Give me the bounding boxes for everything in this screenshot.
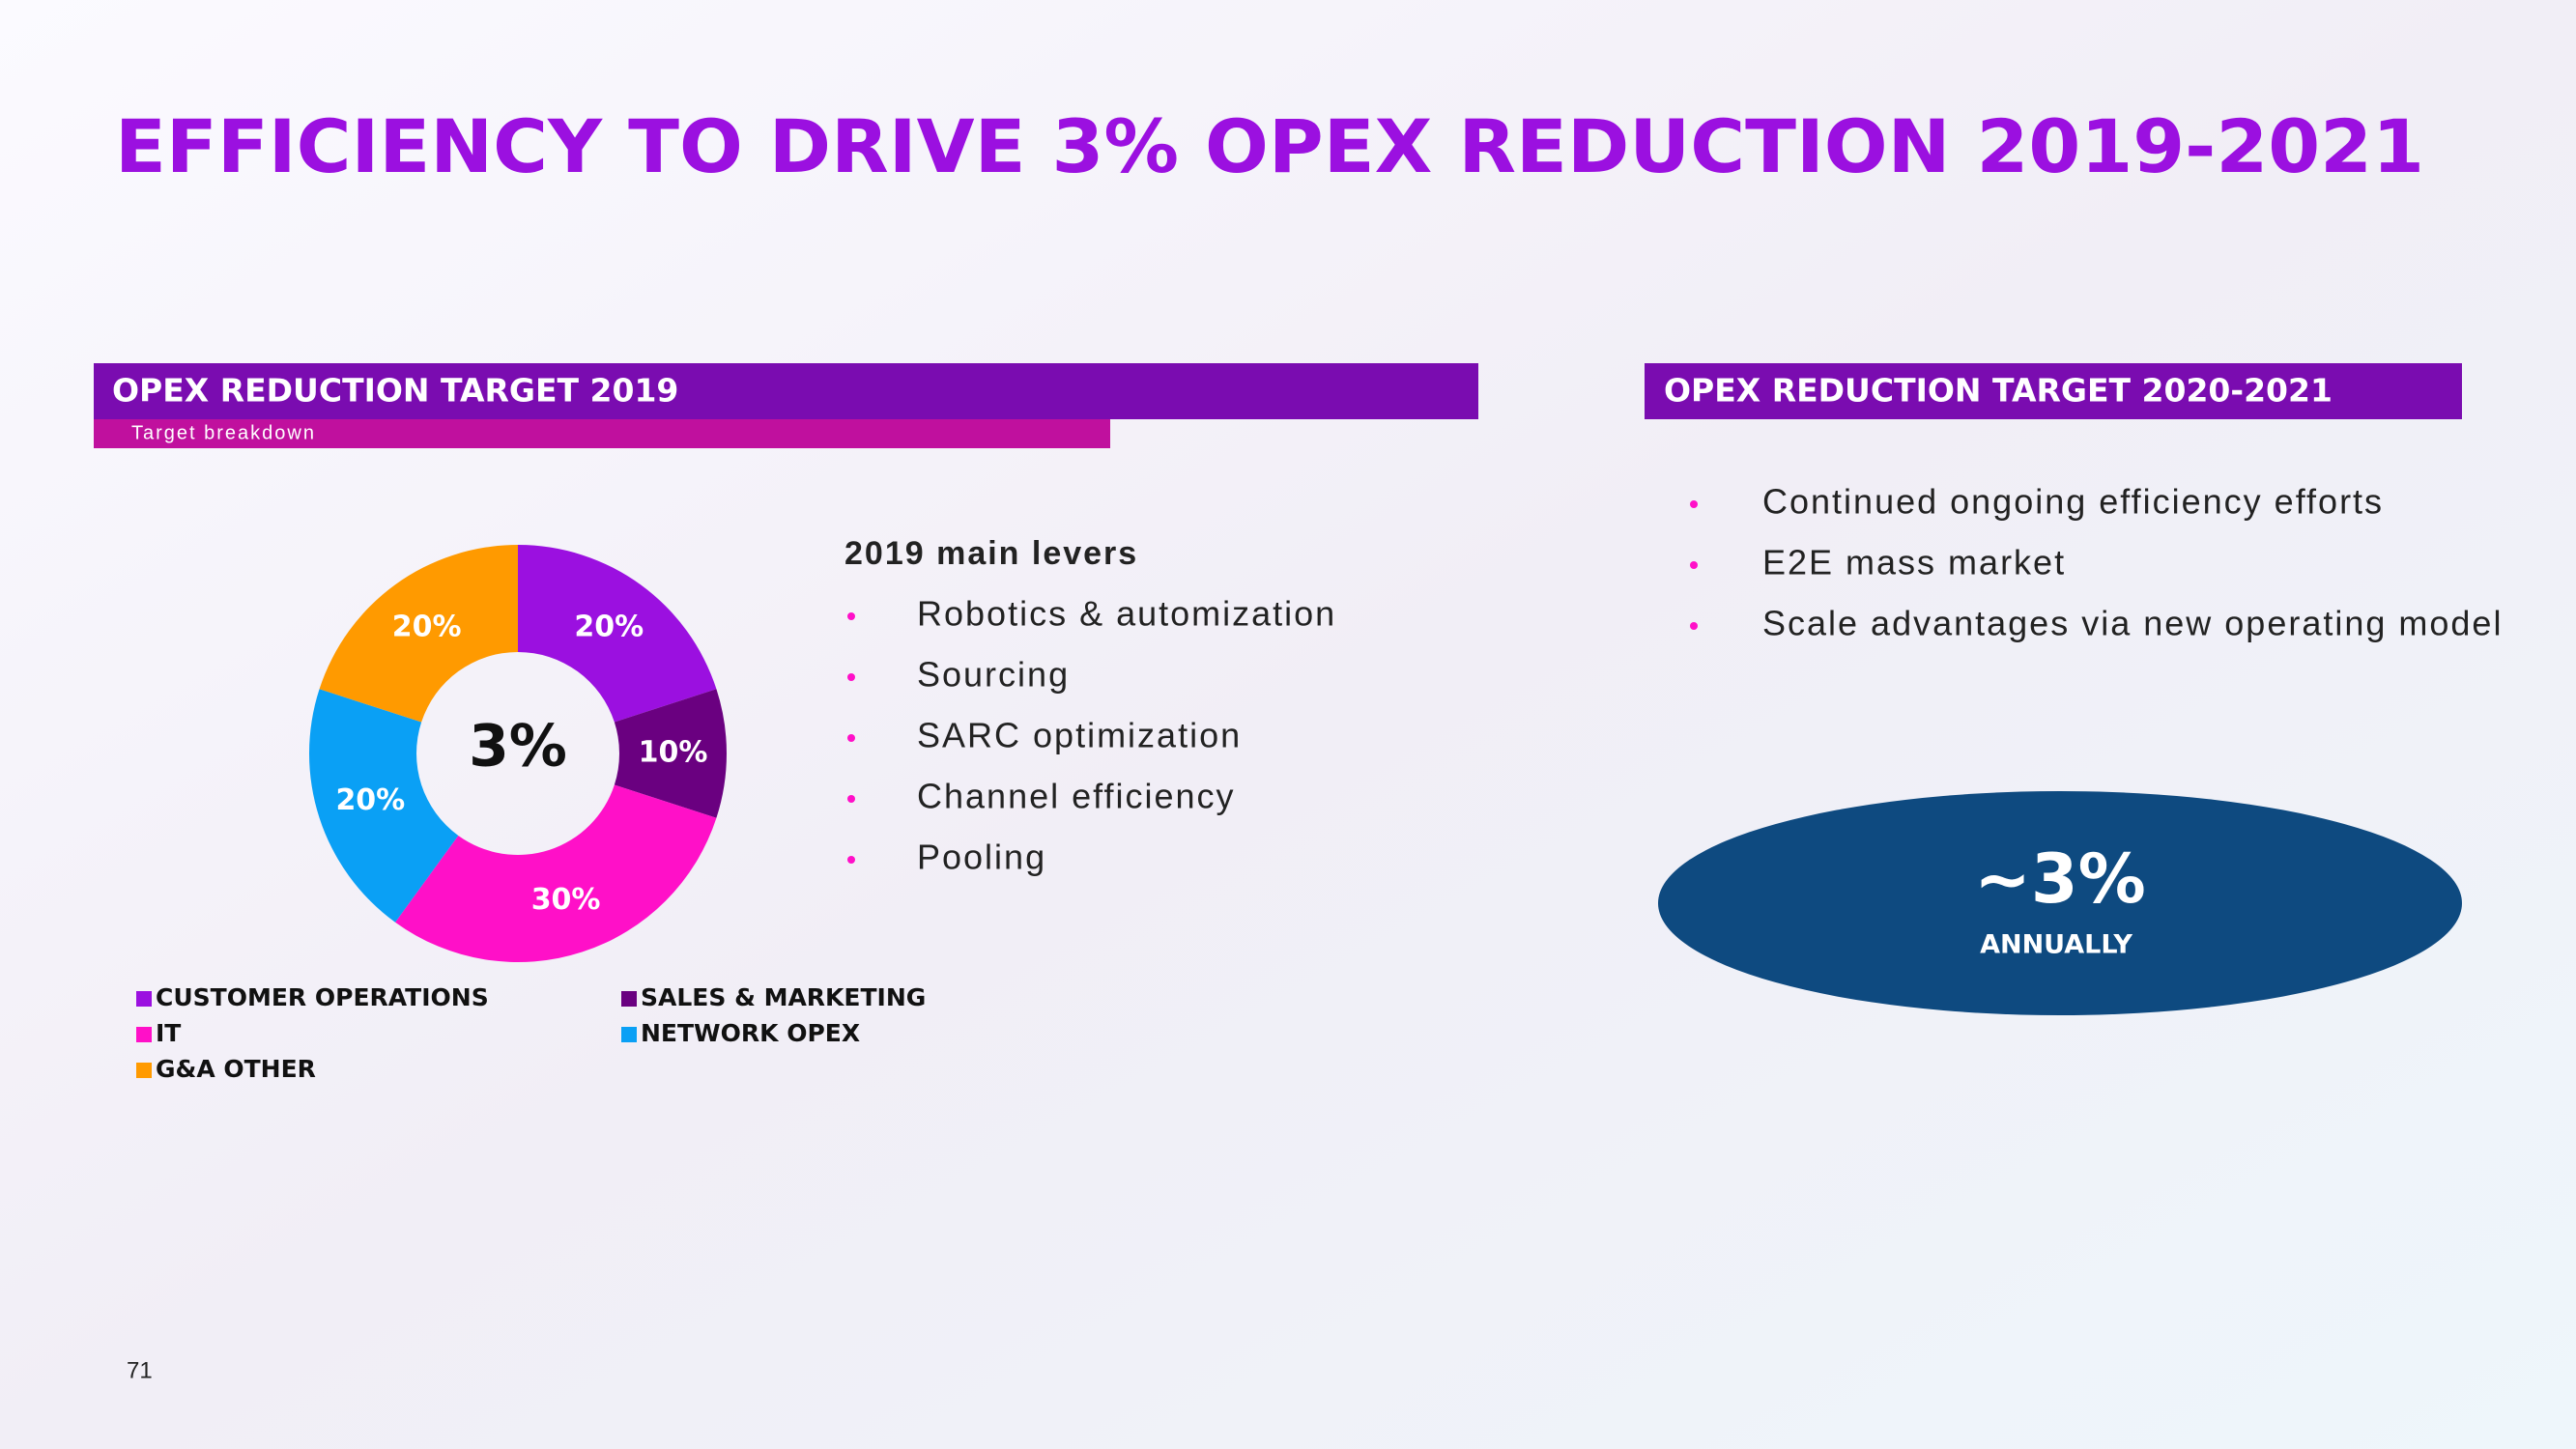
donut-slice — [308, 689, 459, 923]
lever-item: Pooling — [917, 838, 1046, 877]
slice-label: 20% — [574, 611, 644, 644]
bullet — [847, 734, 855, 742]
donut-slice — [614, 689, 728, 818]
left-subheader-bar — [94, 419, 1110, 448]
legend-label: SALES & MARKETING — [641, 983, 926, 1011]
legend-swatch — [621, 991, 637, 1007]
bullet — [1690, 622, 1698, 630]
legend-swatch — [136, 991, 152, 1007]
left-header-bar — [94, 363, 1478, 419]
right-header-bar — [1645, 363, 2462, 419]
bullet — [1690, 500, 1698, 508]
donut-slice — [319, 545, 518, 723]
slice-label: 20% — [335, 783, 405, 817]
slide-title: EFFICIENCY TO DRIVE 3% OPEX REDUCTION 20… — [115, 103, 2424, 189]
legend-swatch — [136, 1063, 152, 1078]
lever-item: SARC optimization — [917, 716, 1242, 755]
levers-title: 2019 main levers — [844, 535, 1138, 572]
left-subheader: Target breakdown — [131, 422, 316, 443]
highlight-value: ~3% — [1974, 839, 2146, 919]
legend-label: CUSTOMER OPERATIONS — [156, 983, 489, 1011]
donut-slice — [518, 545, 717, 723]
legend-swatch — [621, 1027, 637, 1042]
bullet — [847, 673, 855, 681]
bullet-item: Scale advantages via new operating model — [1762, 604, 2503, 643]
bullet — [1690, 561, 1698, 569]
right-header: OPEX REDUCTION TARGET 2020-2021 — [1664, 372, 2333, 410]
legend-label: NETWORK OPEX — [641, 1019, 860, 1047]
bullet-item: Continued ongoing efficiency efforts — [1762, 482, 2384, 522]
lever-item: Robotics & automization — [917, 594, 1336, 634]
lever-item: Sourcing — [917, 655, 1070, 695]
legend-swatch — [136, 1027, 152, 1042]
legend-label: G&A OTHER — [156, 1055, 316, 1083]
legend-label: IT — [156, 1019, 181, 1047]
bullet — [847, 612, 855, 620]
page-number: 71 — [127, 1357, 153, 1383]
left-header: OPEX REDUCTION TARGET 2019 — [112, 372, 678, 410]
highlight-ellipse — [1658, 791, 2462, 1015]
slice-label: 20% — [392, 611, 462, 644]
bullet — [847, 856, 855, 864]
donut-slice — [395, 784, 717, 962]
slice-label: 30% — [531, 883, 601, 917]
donut-center-label: 3% — [469, 713, 567, 781]
lever-item: Channel efficiency — [917, 777, 1236, 816]
bullet — [847, 795, 855, 803]
slice-label: 10% — [639, 736, 708, 770]
highlight-label: ANNUALLY — [1980, 930, 2132, 960]
bullet-item: E2E mass market — [1762, 543, 2066, 582]
